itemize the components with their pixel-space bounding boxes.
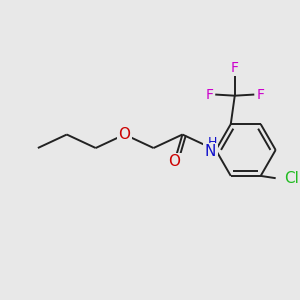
Text: N: N (205, 145, 216, 160)
Text: O: O (118, 127, 130, 142)
Text: O: O (169, 154, 181, 169)
Text: F: F (256, 88, 264, 101)
Text: H: H (208, 136, 217, 148)
Text: F: F (205, 88, 213, 101)
Text: F: F (231, 61, 239, 75)
Text: Cl: Cl (284, 171, 299, 186)
